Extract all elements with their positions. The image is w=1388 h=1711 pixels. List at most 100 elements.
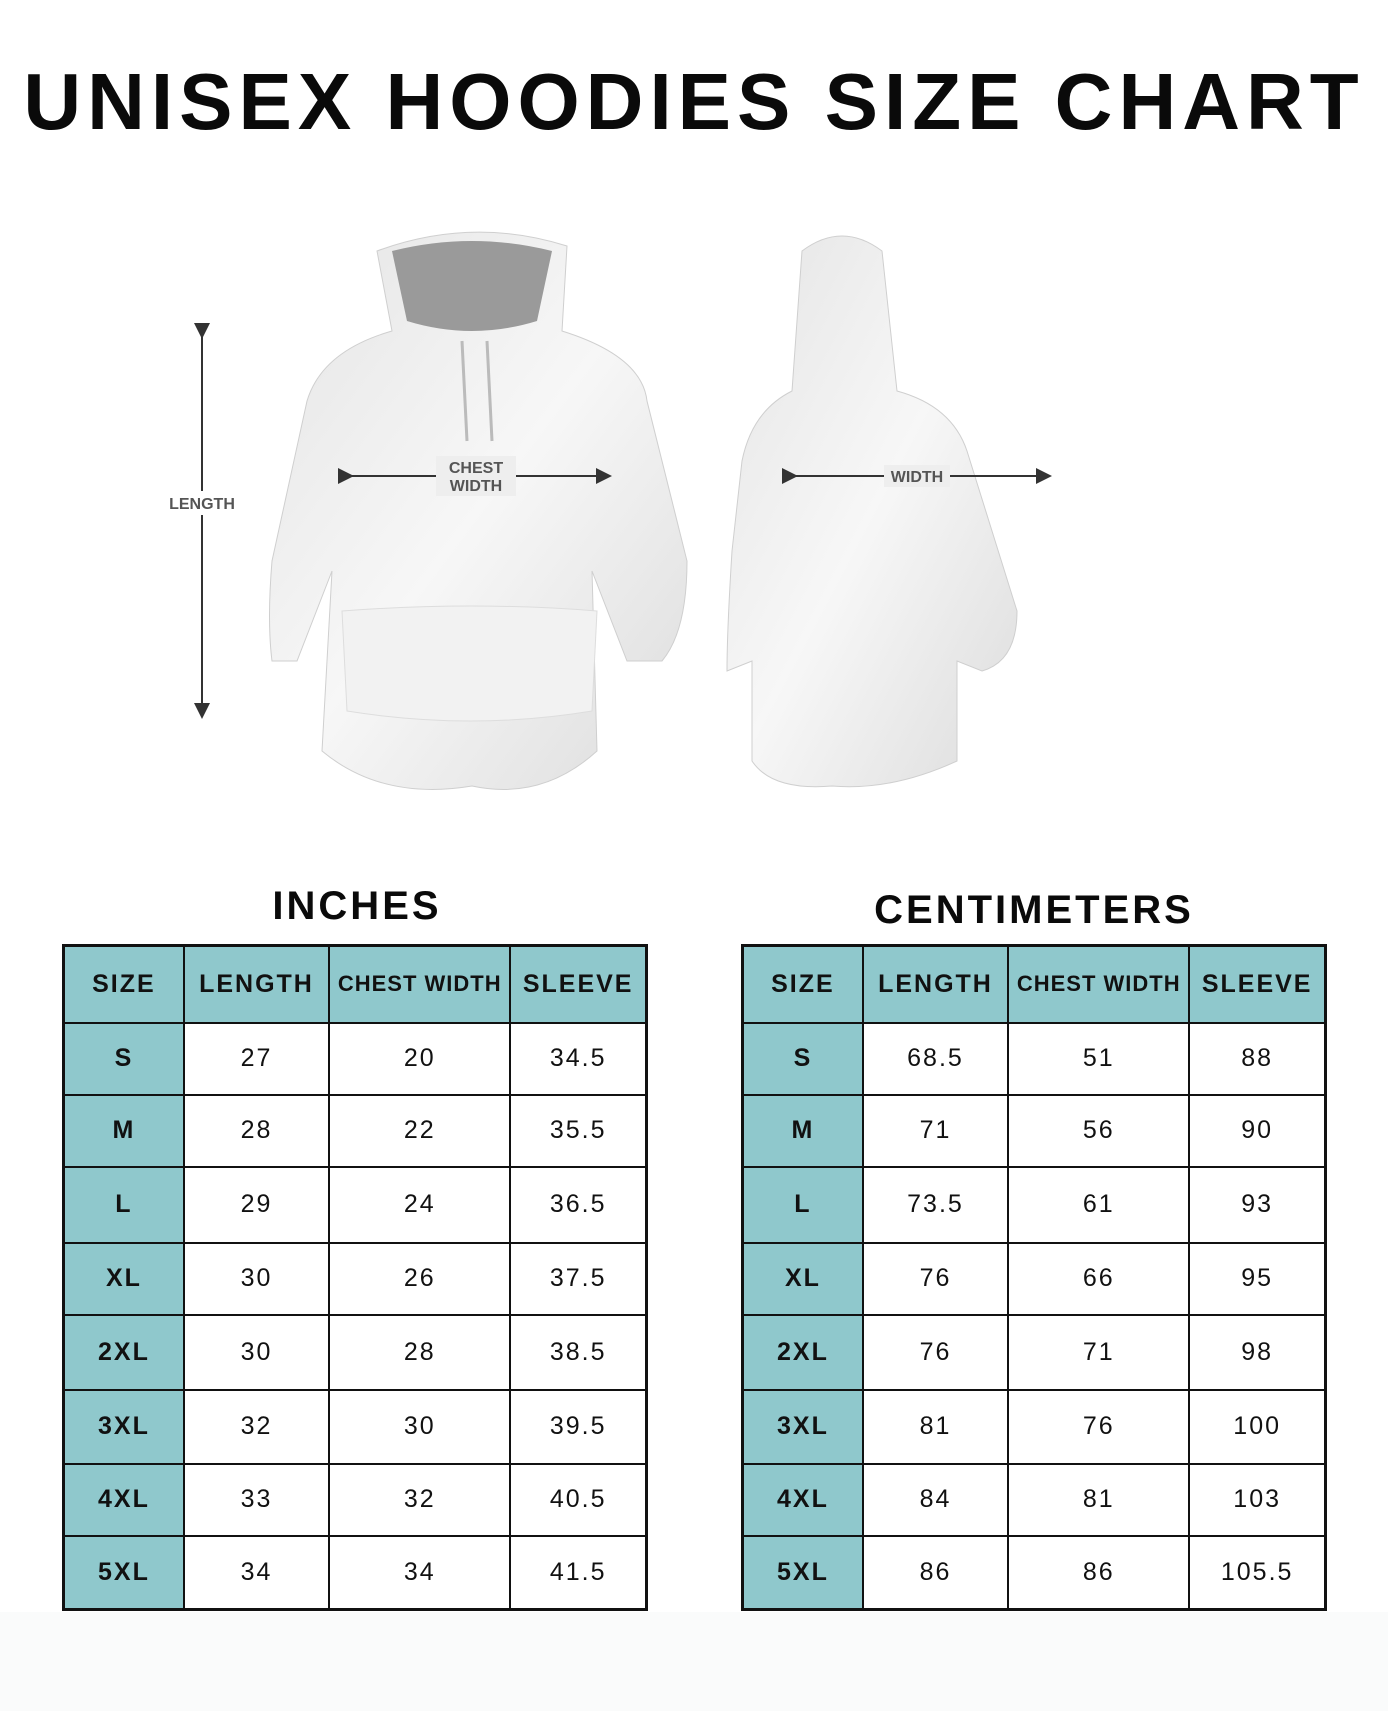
table-row: L 29 24 36.5 bbox=[62, 1165, 648, 1244]
value-cell: 34 bbox=[328, 1534, 512, 1611]
value-cell: 100 bbox=[1188, 1388, 1327, 1465]
size-cell: 5XL bbox=[741, 1534, 864, 1611]
size-cell: S bbox=[741, 1021, 864, 1096]
size-cell: 2XL bbox=[741, 1313, 864, 1391]
table-row: XL 76 66 95 bbox=[741, 1241, 1327, 1316]
value-cell: 26 bbox=[328, 1241, 512, 1316]
value-cell: 41.5 bbox=[509, 1534, 648, 1611]
value-cell: 24 bbox=[328, 1165, 512, 1244]
value-cell: 51 bbox=[1007, 1021, 1191, 1096]
length-label: LENGTH bbox=[169, 496, 235, 513]
value-cell: 34 bbox=[182, 1534, 331, 1611]
value-cell: 30 bbox=[328, 1388, 512, 1465]
footer-background bbox=[0, 1612, 1388, 1711]
column-header: SLEEVE bbox=[509, 944, 648, 1024]
table-row: XL 30 26 37.5 bbox=[62, 1241, 648, 1316]
value-cell: 95 bbox=[1188, 1241, 1327, 1316]
table-row: 5XL 34 34 41.5 bbox=[62, 1534, 648, 1611]
hoodie-diagram: LENGTH CHEST WIDTH WIDTH bbox=[162, 231, 1052, 790]
table-row: M 28 22 35.5 bbox=[62, 1093, 648, 1168]
centimeters-title: CENTIMETERS bbox=[874, 888, 1194, 932]
value-cell: 30 bbox=[182, 1241, 331, 1316]
column-header: CHEST WIDTH bbox=[328, 944, 512, 1024]
table-row: 3XL 32 30 39.5 bbox=[62, 1388, 648, 1465]
size-cell: M bbox=[741, 1093, 864, 1168]
size-cell: 3XL bbox=[62, 1388, 185, 1465]
size-cell: L bbox=[62, 1165, 185, 1244]
value-cell: 33 bbox=[182, 1462, 331, 1537]
table-row: 2XL 76 71 98 bbox=[741, 1313, 1327, 1391]
value-cell: 40.5 bbox=[509, 1462, 648, 1537]
centimeters-table: SIZE LENGTH CHEST WIDTH SLEEVE S 68.5 51 88 M 71 5… bbox=[741, 944, 1327, 1611]
value-cell: 105.5 bbox=[1188, 1534, 1327, 1611]
size-cell: XL bbox=[62, 1241, 185, 1316]
table-row: 4XL 84 81 103 bbox=[741, 1462, 1327, 1537]
hoodie-back bbox=[726, 235, 1018, 788]
value-cell: 84 bbox=[861, 1462, 1010, 1537]
value-cell: 32 bbox=[182, 1388, 331, 1465]
value-cell: 34.5 bbox=[509, 1021, 648, 1096]
column-header: SIZE bbox=[62, 944, 185, 1024]
inches-title: INCHES bbox=[272, 884, 442, 928]
chest-label: CHEST bbox=[449, 460, 503, 477]
value-cell: 32 bbox=[328, 1462, 512, 1537]
table-row: 2XL 30 28 38.5 bbox=[62, 1313, 648, 1391]
value-cell: 37.5 bbox=[509, 1241, 648, 1316]
page-title: UNISEX HOODIES SIZE CHART bbox=[23, 57, 1365, 146]
value-cell: 98 bbox=[1188, 1313, 1327, 1391]
size-cell: 5XL bbox=[62, 1534, 185, 1611]
value-cell: 81 bbox=[861, 1388, 1010, 1465]
value-cell: 56 bbox=[1007, 1093, 1191, 1168]
table-row: S 68.5 51 88 bbox=[741, 1021, 1327, 1096]
value-cell: 90 bbox=[1188, 1093, 1327, 1168]
value-cell: 22 bbox=[328, 1093, 512, 1168]
value-cell: 35.5 bbox=[509, 1093, 648, 1168]
value-cell: 29 bbox=[182, 1165, 331, 1244]
value-cell: 86 bbox=[861, 1534, 1010, 1611]
value-cell: 88 bbox=[1188, 1021, 1327, 1096]
value-cell: 71 bbox=[861, 1093, 1010, 1168]
value-cell: 27 bbox=[182, 1021, 331, 1096]
table-row: L 73.5 61 93 bbox=[741, 1165, 1327, 1244]
column-header: SIZE bbox=[741, 944, 864, 1024]
size-cell: 4XL bbox=[741, 1462, 864, 1537]
value-cell: 76 bbox=[861, 1313, 1010, 1391]
value-cell: 71 bbox=[1007, 1313, 1191, 1391]
size-cell: 3XL bbox=[741, 1388, 864, 1465]
column-header: LENGTH bbox=[861, 944, 1010, 1024]
width-label: WIDTH bbox=[891, 469, 943, 486]
size-cell: 4XL bbox=[62, 1462, 185, 1537]
value-cell: 76 bbox=[861, 1241, 1010, 1316]
value-cell: 68.5 bbox=[861, 1021, 1010, 1096]
table-row: 3XL 81 76 100 bbox=[741, 1388, 1327, 1465]
size-cell: L bbox=[741, 1165, 864, 1244]
table-row: 5XL 86 86 105.5 bbox=[741, 1534, 1327, 1611]
column-header: CHEST WIDTH bbox=[1007, 944, 1191, 1024]
size-cell: 2XL bbox=[62, 1313, 185, 1391]
header-row: SIZE LENGTH CHEST WIDTH SLEEVE bbox=[62, 944, 648, 1024]
value-cell: 39.5 bbox=[509, 1388, 648, 1465]
hoodie-front bbox=[269, 231, 688, 790]
header-row: SIZE LENGTH CHEST WIDTH SLEEVE bbox=[741, 944, 1327, 1024]
value-cell: 28 bbox=[182, 1093, 331, 1168]
size-cell: S bbox=[62, 1021, 185, 1096]
value-cell: 73.5 bbox=[861, 1165, 1010, 1244]
column-header: SLEEVE bbox=[1188, 944, 1327, 1024]
table-row: S 27 20 34.5 bbox=[62, 1021, 648, 1096]
table-row: M 71 56 90 bbox=[741, 1093, 1327, 1168]
chest-label-width: WIDTH bbox=[450, 478, 502, 495]
value-cell: 61 bbox=[1007, 1165, 1191, 1244]
size-cell: M bbox=[62, 1093, 185, 1168]
value-cell: 81 bbox=[1007, 1462, 1191, 1537]
value-cell: 66 bbox=[1007, 1241, 1191, 1316]
inches-table: SIZE LENGTH CHEST WIDTH SLEEVE S 27 20 34.5 M 28 2… bbox=[62, 944, 648, 1611]
value-cell: 93 bbox=[1188, 1165, 1327, 1244]
value-cell: 30 bbox=[182, 1313, 331, 1391]
value-cell: 103 bbox=[1188, 1462, 1327, 1537]
value-cell: 20 bbox=[328, 1021, 512, 1096]
size-cell: XL bbox=[741, 1241, 864, 1316]
value-cell: 28 bbox=[328, 1313, 512, 1391]
column-header: LENGTH bbox=[182, 944, 331, 1024]
value-cell: 76 bbox=[1007, 1388, 1191, 1465]
value-cell: 38.5 bbox=[509, 1313, 648, 1391]
